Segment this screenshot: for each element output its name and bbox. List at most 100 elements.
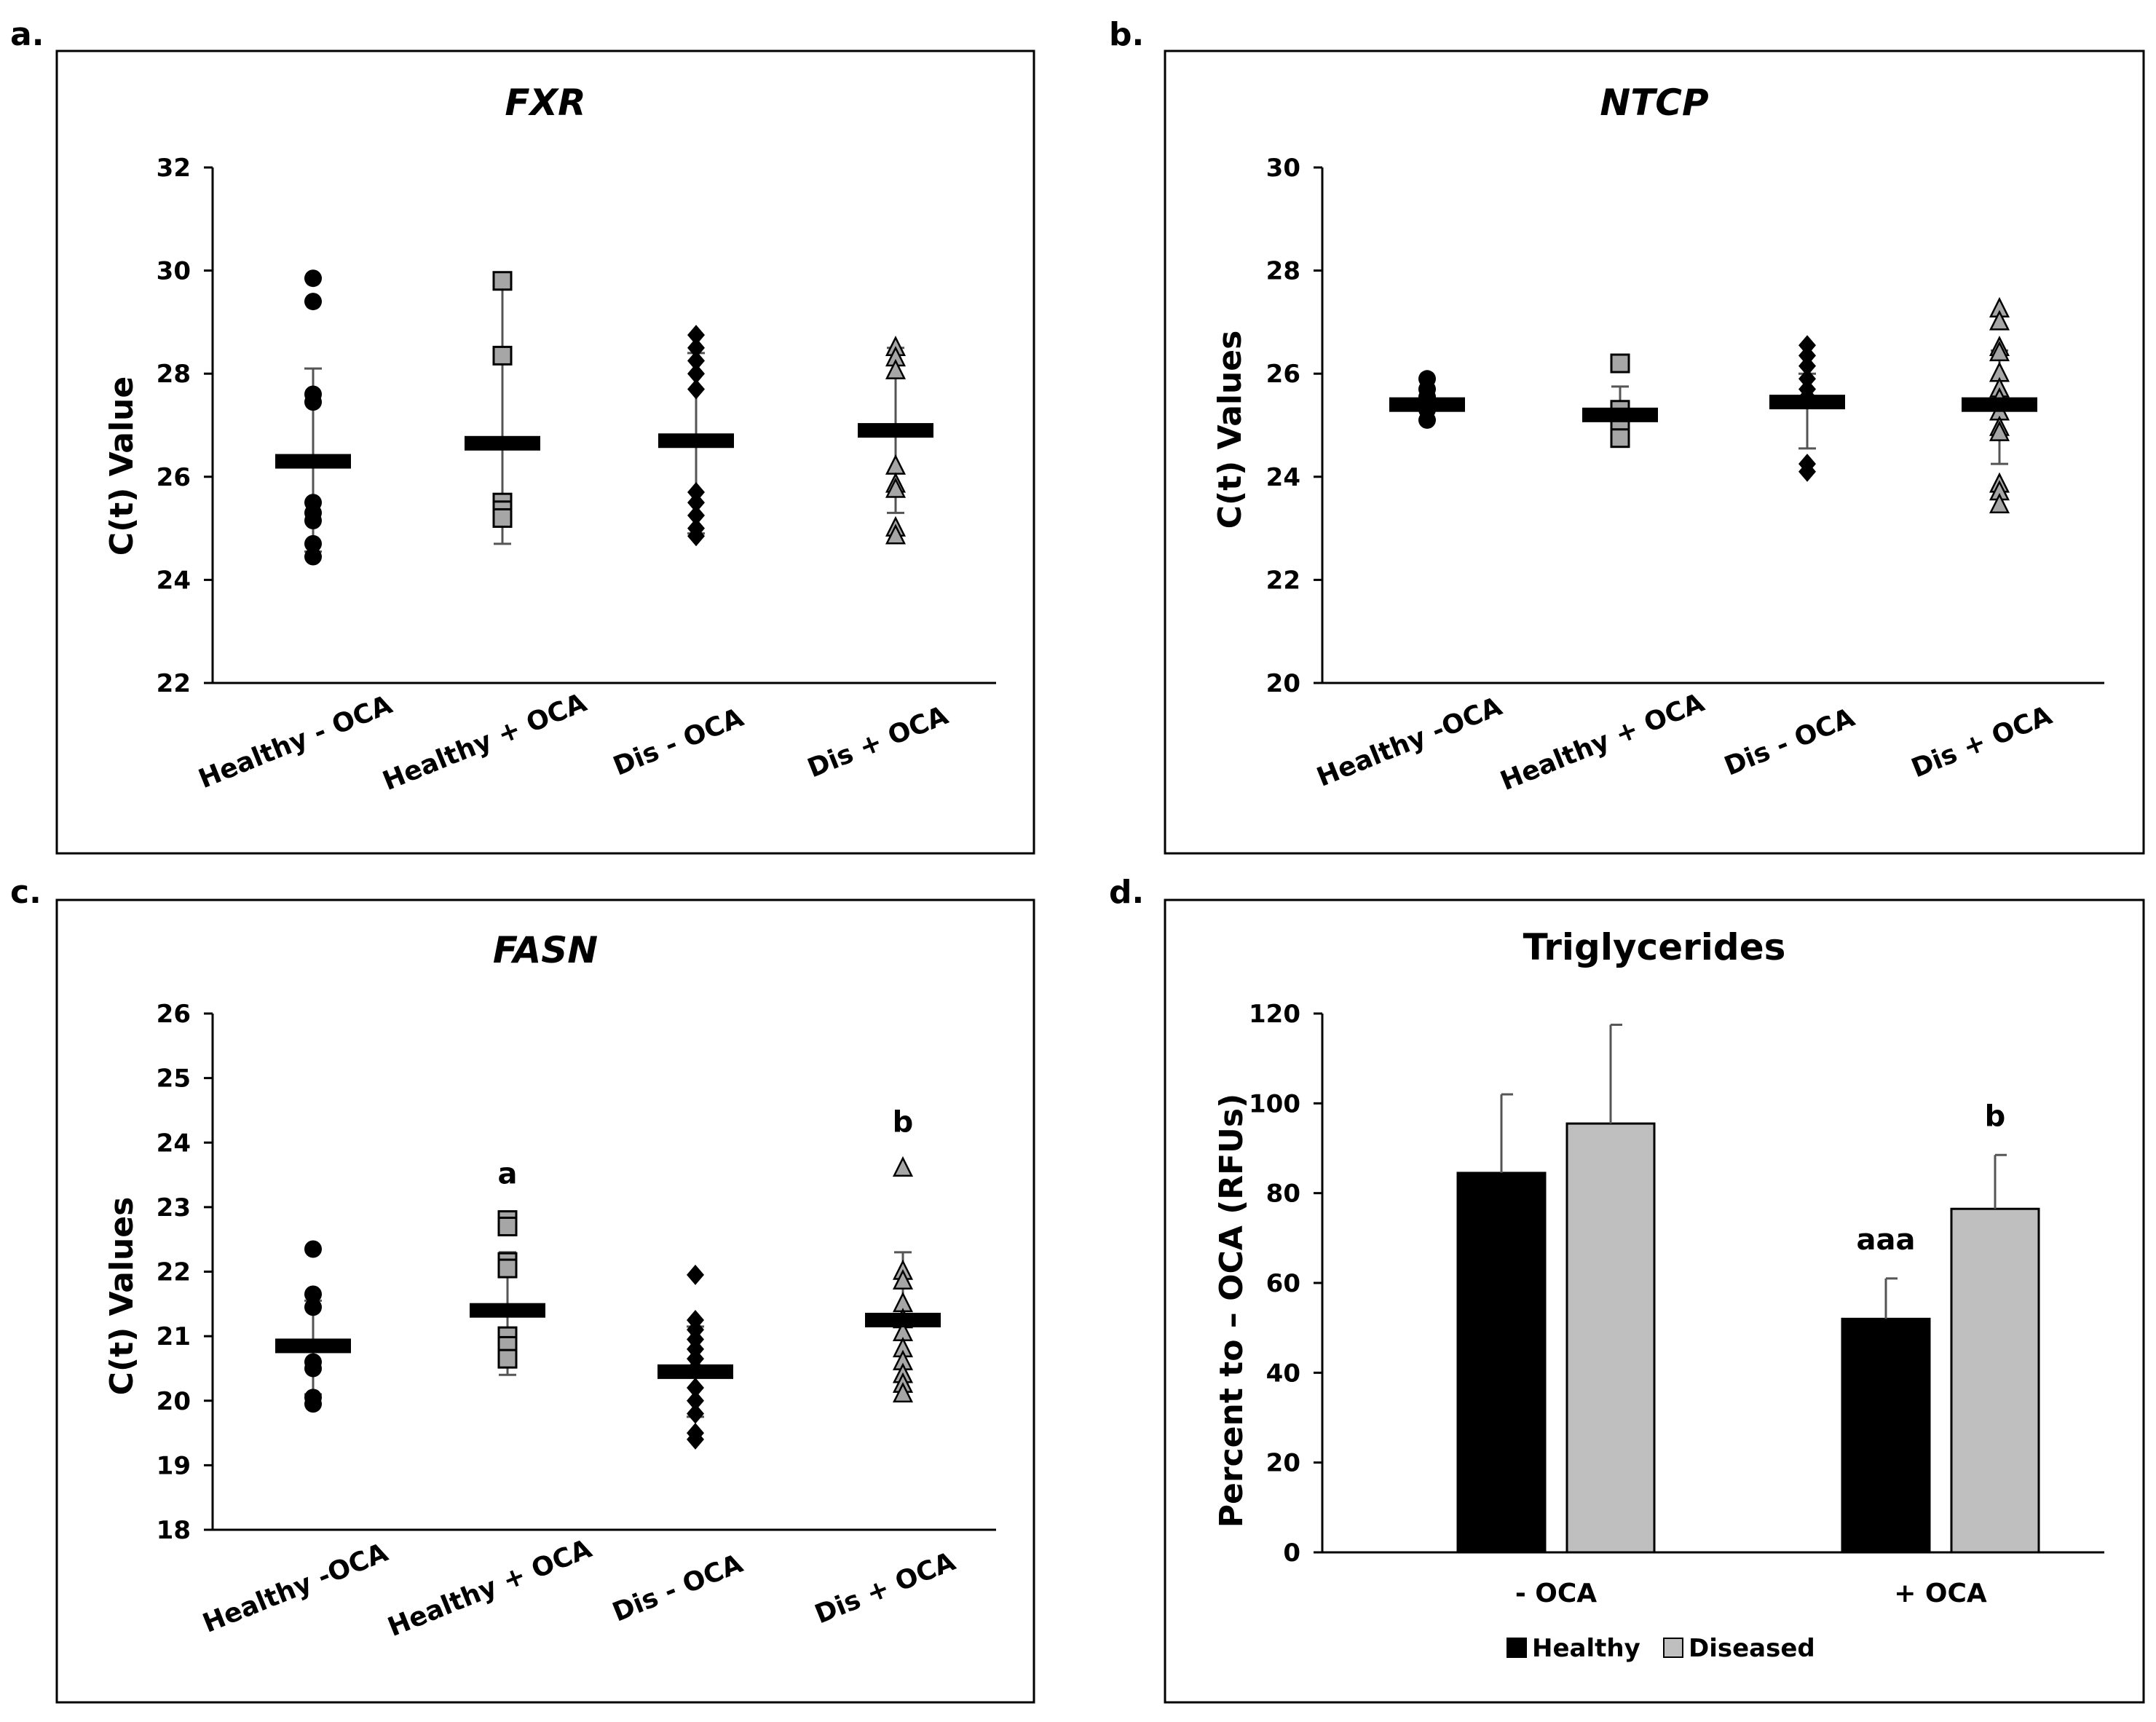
panel-a-data-point xyxy=(687,492,705,513)
panel-c-data-point xyxy=(304,1395,322,1413)
panel-d-plot: 0 20 40 60 80 100 120 - OCA aaa b + OCA Healthy Dise… xyxy=(1249,1000,2104,1663)
panel-a-y-axis-label: C(t) Value xyxy=(103,376,141,556)
panel-a-data-point xyxy=(885,524,907,545)
panel-d-bar xyxy=(1565,1122,1656,1554)
panel-a-mean-bar xyxy=(858,423,933,438)
panel-c-y-tick-label: 20 xyxy=(157,1387,191,1416)
panel-b-y-tick-label: 26 xyxy=(1266,360,1300,389)
panel-c-data-point xyxy=(497,1348,518,1369)
panel-d-legend-swatch xyxy=(1663,1638,1683,1658)
panel-b-data-point xyxy=(1989,341,2010,362)
panel-c-data-point xyxy=(892,1156,914,1177)
panel-d-legend-swatch xyxy=(1507,1638,1527,1658)
panel-c-y-tick-label: 26 xyxy=(157,1000,191,1029)
panel-a-data-point xyxy=(492,345,513,366)
panel-c-data-point xyxy=(892,1382,914,1403)
panel-a-data-point xyxy=(687,350,705,371)
panel-b-data-point xyxy=(1989,420,2010,441)
panel-c-letter: c. xyxy=(10,874,42,911)
panel-a-data-point xyxy=(304,511,322,529)
panel-c-frame xyxy=(55,898,1035,1704)
panel-d-y-tick-label: 80 xyxy=(1266,1180,1300,1209)
panel-c-y-tick-label: 25 xyxy=(157,1065,191,1094)
panel-b-y-tick-label: 30 xyxy=(1266,154,1300,183)
panel-a-data-point xyxy=(304,269,322,288)
panel-c-data-point xyxy=(687,1378,704,1399)
panel-a-frame xyxy=(55,50,1035,855)
panel-b-y-tick-label: 20 xyxy=(1266,669,1300,698)
panel-a-y-tick-label: 22 xyxy=(157,669,191,698)
panel-b-y-tick-label: 24 xyxy=(1266,463,1300,492)
panel-a-data-point xyxy=(492,507,513,528)
panel-c-y-tick-label: 24 xyxy=(157,1129,191,1158)
panel-d-title: Triglycerides xyxy=(1523,926,1786,968)
panel-c-data-point xyxy=(687,1429,704,1450)
panel-a-data-point xyxy=(492,271,513,291)
panel-b-data-point xyxy=(1989,492,2010,513)
panel-c-mean-bar xyxy=(658,1364,733,1379)
panel-d-y-axis-label: Percent to – OCA (RFUs) xyxy=(1213,1094,1250,1528)
panel-c-mean-bar xyxy=(865,1312,941,1327)
panel-c-mean-bar xyxy=(470,1303,545,1318)
panel-a-data-point xyxy=(885,477,907,498)
panel-a-data-point xyxy=(885,358,907,379)
panel-d-y-tick-label: 20 xyxy=(1266,1449,1300,1478)
panel-a-data-point xyxy=(687,526,705,547)
panel-c-data-point xyxy=(304,1298,322,1316)
panel-c-significance-label: a xyxy=(498,1158,518,1191)
panel-d-bar xyxy=(1950,1207,2040,1554)
panel-b-mean-bar xyxy=(1389,397,1465,412)
panel-b-data-point xyxy=(1610,353,1630,374)
panel-a-title: FXR xyxy=(505,82,585,124)
panel-b-data-point xyxy=(1989,309,2010,331)
panel-a-y-tick-label: 32 xyxy=(157,154,191,183)
panel-d-category-label: - OCA xyxy=(1515,1579,1597,1608)
panel-b-data-point xyxy=(1798,355,1816,376)
panel-d-y-tick-label: 0 xyxy=(1283,1539,1300,1568)
panel-c-y-tick-label: 22 xyxy=(157,1258,191,1287)
panel-d-y-tick-label: 60 xyxy=(1266,1269,1300,1298)
panel-d-bar xyxy=(1841,1317,1931,1554)
panel-a-mean-bar xyxy=(275,454,351,469)
panel-c-y-tick-label: 19 xyxy=(157,1451,191,1480)
panel-b-y-tick-label: 22 xyxy=(1266,566,1300,595)
panel-c-data-point xyxy=(687,1390,704,1411)
panel-b-frame xyxy=(1164,50,2145,855)
panel-c-data-point xyxy=(892,1268,914,1290)
panel-a-y-tick-label: 28 xyxy=(157,360,191,389)
panel-a-y-tick-label: 30 xyxy=(157,257,191,286)
panel-c-data-point xyxy=(497,1216,518,1236)
panel-b-data-point xyxy=(1798,335,1816,356)
panel-b-data-point xyxy=(1798,461,1816,482)
panel-d-frame xyxy=(1164,898,2145,1704)
panel-a-data-point xyxy=(687,363,705,384)
panel-c-data-point xyxy=(497,1258,518,1279)
panel-b-mean-bar xyxy=(1962,397,2037,412)
panel-a-letter: a. xyxy=(10,16,44,53)
panel-b-title: NTCP xyxy=(1600,82,1708,124)
panel-a-data-point xyxy=(687,325,705,346)
panel-d-y-tick-label: 40 xyxy=(1266,1359,1300,1388)
panel-a-mean-bar xyxy=(465,435,540,451)
panel-d-bar xyxy=(1456,1172,1547,1554)
panel-b-data-point xyxy=(1610,428,1630,449)
panel-c-y-tick-label: 21 xyxy=(157,1322,191,1351)
panel-c-data-point xyxy=(304,1359,322,1378)
panel-a-data-point xyxy=(304,293,322,311)
panel-d-significance-label: b xyxy=(1985,1099,2006,1133)
panel-b-y-axis-label: C(t) Values xyxy=(1212,331,1249,529)
panel-a-mean-bar xyxy=(658,433,734,449)
panel-c-y-tick-label: 23 xyxy=(157,1193,191,1223)
panel-a-data-point xyxy=(687,379,705,400)
panel-d-significance-label: aaa xyxy=(1857,1223,1916,1257)
panel-c-data-point xyxy=(304,1285,322,1303)
panel-a-data-point xyxy=(304,548,322,566)
panel-a-data-point xyxy=(304,534,322,553)
panel-b-mean-bar xyxy=(1582,407,1658,422)
panel-a-data-point xyxy=(687,482,705,503)
panel-a-data-point xyxy=(687,505,705,526)
panel-d-category-label: + OCA xyxy=(1894,1579,1987,1608)
panel-d-legend-label: Healthy xyxy=(1532,1634,1640,1663)
panel-b-letter: b. xyxy=(1109,16,1144,53)
panel-c-title: FASN xyxy=(493,929,598,971)
